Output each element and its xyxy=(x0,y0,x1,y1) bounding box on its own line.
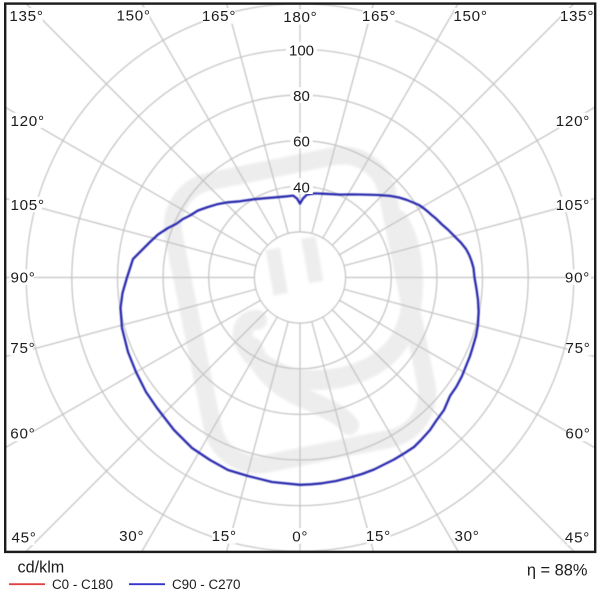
svg-text:60°: 60° xyxy=(565,426,590,443)
svg-text:165°: 165° xyxy=(362,8,396,25)
svg-text:60°: 60° xyxy=(10,426,35,443)
svg-text:150°: 150° xyxy=(453,8,487,25)
svg-text:75°: 75° xyxy=(10,340,35,357)
svg-text:90°: 90° xyxy=(565,270,590,287)
svg-text:135°: 135° xyxy=(9,8,43,25)
svg-text:60: 60 xyxy=(293,134,310,151)
svg-text:0°: 0° xyxy=(292,528,308,545)
svg-text:120°: 120° xyxy=(556,113,590,130)
svg-text:100: 100 xyxy=(289,42,314,59)
svg-text:cd/klm: cd/klm xyxy=(18,559,65,577)
svg-text:15°: 15° xyxy=(212,528,237,545)
svg-text:30°: 30° xyxy=(119,528,144,545)
svg-text:45°: 45° xyxy=(12,530,37,547)
svg-text:105°: 105° xyxy=(11,197,45,214)
svg-text:80: 80 xyxy=(293,88,310,105)
svg-text:15°: 15° xyxy=(366,528,391,545)
svg-text:C90 - C270: C90 - C270 xyxy=(172,577,240,592)
svg-text:η = 88%: η = 88% xyxy=(527,562,588,580)
svg-text:150°: 150° xyxy=(116,8,150,25)
svg-text:C0 - C180: C0 - C180 xyxy=(52,577,113,592)
svg-text:105°: 105° xyxy=(556,197,590,214)
svg-text:40: 40 xyxy=(293,179,310,196)
svg-text:180°: 180° xyxy=(283,9,317,26)
svg-text:90°: 90° xyxy=(11,270,36,287)
svg-text:30°: 30° xyxy=(454,528,479,545)
svg-text:135°: 135° xyxy=(560,8,594,25)
svg-text:75°: 75° xyxy=(565,340,590,357)
svg-text:45°: 45° xyxy=(565,530,590,547)
svg-text:165°: 165° xyxy=(202,8,236,25)
svg-text:120°: 120° xyxy=(11,113,45,130)
